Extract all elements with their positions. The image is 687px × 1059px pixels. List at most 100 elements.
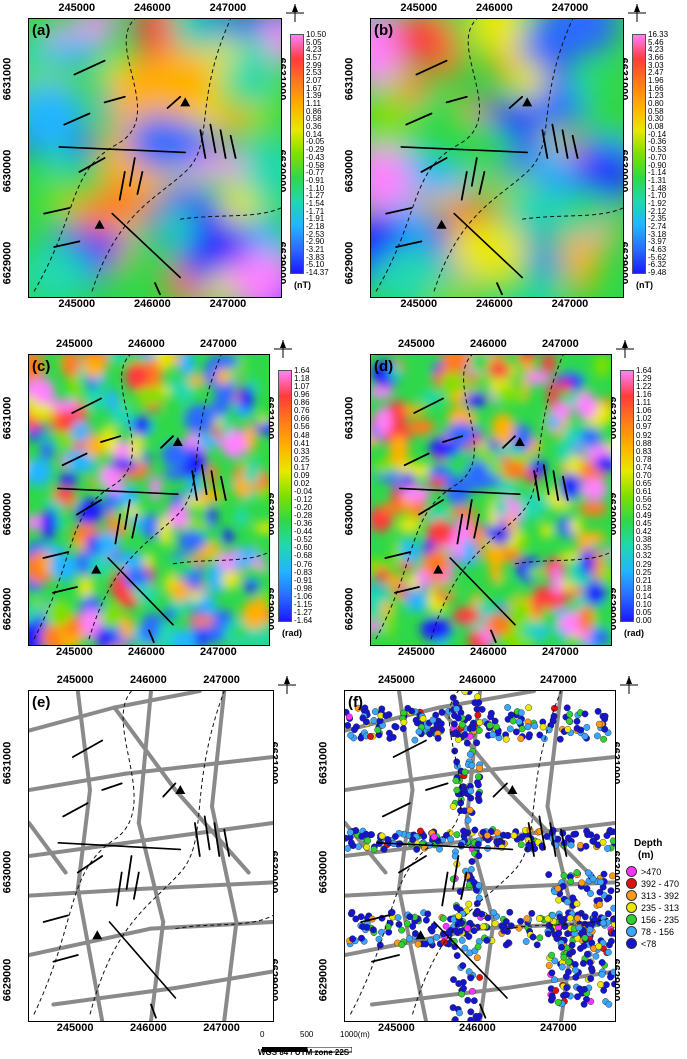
dike-segment: [552, 470, 560, 501]
legend-item: 392 - 470: [626, 878, 679, 889]
earthquake-depth-point: [583, 995, 590, 1003]
x-tick-label: 246000: [130, 674, 167, 686]
anomaly-blob: [599, 553, 611, 565]
colorbar-tick-label: 0.08: [648, 122, 664, 132]
anomaly-blob: [469, 355, 490, 374]
colorbar-tick-label: 0.29: [636, 559, 652, 569]
dike-segment: [199, 129, 207, 159]
earthquake-depth-point: [382, 712, 390, 720]
map-canvas: [29, 19, 281, 297]
anomaly-blob: [85, 384, 105, 412]
colorbar-tick-label: -4.63: [648, 244, 667, 254]
earthquake-depth-point: [456, 927, 464, 935]
earthquake-depth-point: [572, 966, 579, 974]
major-fault-line: [58, 146, 186, 154]
earthquake-depth-point: [531, 722, 539, 730]
dike-segment: [460, 871, 468, 900]
earthquake-depth-point: [354, 704, 362, 712]
dike-segment: [541, 129, 549, 159]
colorbar-unit: (rad): [282, 628, 302, 638]
station-triangle-icon: [94, 219, 105, 229]
structural-lineament: [29, 926, 153, 957]
anomaly-blob: [371, 620, 382, 633]
earthquake-depth-point: [400, 718, 408, 726]
dike-segment: [131, 513, 138, 539]
y-tick-label: 6629000: [1, 587, 14, 631]
earthquake-depth-point: [589, 837, 597, 845]
x-tick-label: 245000: [56, 646, 93, 658]
earthquake-depth-point: [471, 826, 479, 834]
x-tick-label: 246000: [130, 1022, 167, 1034]
structural-lineament: [112, 705, 178, 792]
earthquake-depth-point: [552, 987, 560, 994]
earthquake-depth-point: [597, 981, 605, 988]
earthquake-depth-point: [545, 871, 553, 879]
earthquake-depth-point: [594, 707, 602, 715]
earthquake-depth-point: [607, 973, 614, 981]
earthquake-depth-point: [517, 735, 525, 742]
colorbar-tick-label: -1.10: [306, 183, 325, 193]
anomaly-blob: [125, 361, 149, 392]
earthquake-depth-point: [609, 872, 615, 880]
anomaly-blob: [470, 19, 528, 58]
anomaly-blob: [492, 387, 525, 403]
dike-segment: [220, 475, 227, 501]
earthquake-depth-point: [453, 705, 461, 713]
colorbar-tick-label: -1.31: [648, 175, 667, 185]
anomaly-blob: [250, 217, 281, 258]
earthquake-depth-point: [409, 923, 417, 930]
structural-lineament: [505, 788, 590, 875]
colorbar-tick-label: -3.21: [306, 244, 325, 254]
earthquake-depth-point: [346, 828, 354, 836]
earthquake-depth-point: [473, 705, 481, 713]
geologic-contact: [172, 551, 269, 565]
dike-segment: [502, 435, 516, 449]
earthquake-depth-point: [548, 951, 556, 959]
anomaly-blob: [428, 477, 446, 490]
colorbar-tick-label: 0.38: [636, 535, 652, 545]
earthquake-depth-point: [583, 950, 591, 958]
legend-swatch: [626, 926, 637, 937]
north-arrow-icon: [274, 340, 292, 358]
geologic-contact: [412, 691, 562, 1015]
colorbar-tick-label: 1.64: [294, 366, 310, 375]
colorbar-tick-label: -1.27: [294, 607, 313, 617]
structural-lineament: [173, 969, 273, 990]
earthquake-depth-point: [599, 838, 607, 846]
anomaly-blob: [161, 442, 190, 468]
anomaly-blob: [594, 455, 611, 473]
earthquake-depth-point: [483, 936, 491, 944]
anomaly-blob: [72, 420, 90, 443]
anomaly-blob: [57, 431, 75, 450]
colorbar-tick-label: 0.97: [636, 422, 652, 432]
earthquake-depth-point: [461, 944, 469, 952]
earthquake-depth-point: [468, 865, 475, 873]
earthquake-depth-point: [517, 841, 525, 849]
x-tick-label: 247000: [540, 1022, 577, 1034]
dike-segment: [73, 59, 106, 76]
earthquake-depth-point: [475, 727, 483, 734]
anomaly-blob: [593, 355, 611, 377]
earthquake-depth-point: [502, 918, 510, 926]
dike-segment: [542, 464, 550, 496]
geologic-contact: [433, 19, 574, 292]
earthquake-depth-point: [438, 708, 446, 716]
dike-segment: [124, 499, 131, 530]
major-fault-line: [57, 842, 182, 851]
earthquake-depth-point: [450, 937, 458, 945]
anomaly-blob: [108, 468, 123, 495]
anomaly-blob: [212, 609, 233, 626]
anomaly-blob: [511, 599, 531, 627]
anomaly-blob: [420, 391, 445, 405]
x-tick-label: 245000: [400, 298, 438, 310]
earthquake-depth-point: [545, 962, 553, 969]
colorbar-tick-label: 1.11: [636, 398, 651, 408]
earthquake-depth-point: [467, 787, 475, 795]
anomaly-blob: [129, 432, 143, 461]
earthquake-depth-point: [469, 987, 476, 995]
colorbar-tick-label: 16.33: [648, 30, 669, 39]
dike-segment: [418, 499, 444, 516]
earthquake-depth-point: [574, 993, 581, 1001]
dike-segment: [78, 157, 106, 173]
earthquake-depth-point: [475, 797, 483, 805]
